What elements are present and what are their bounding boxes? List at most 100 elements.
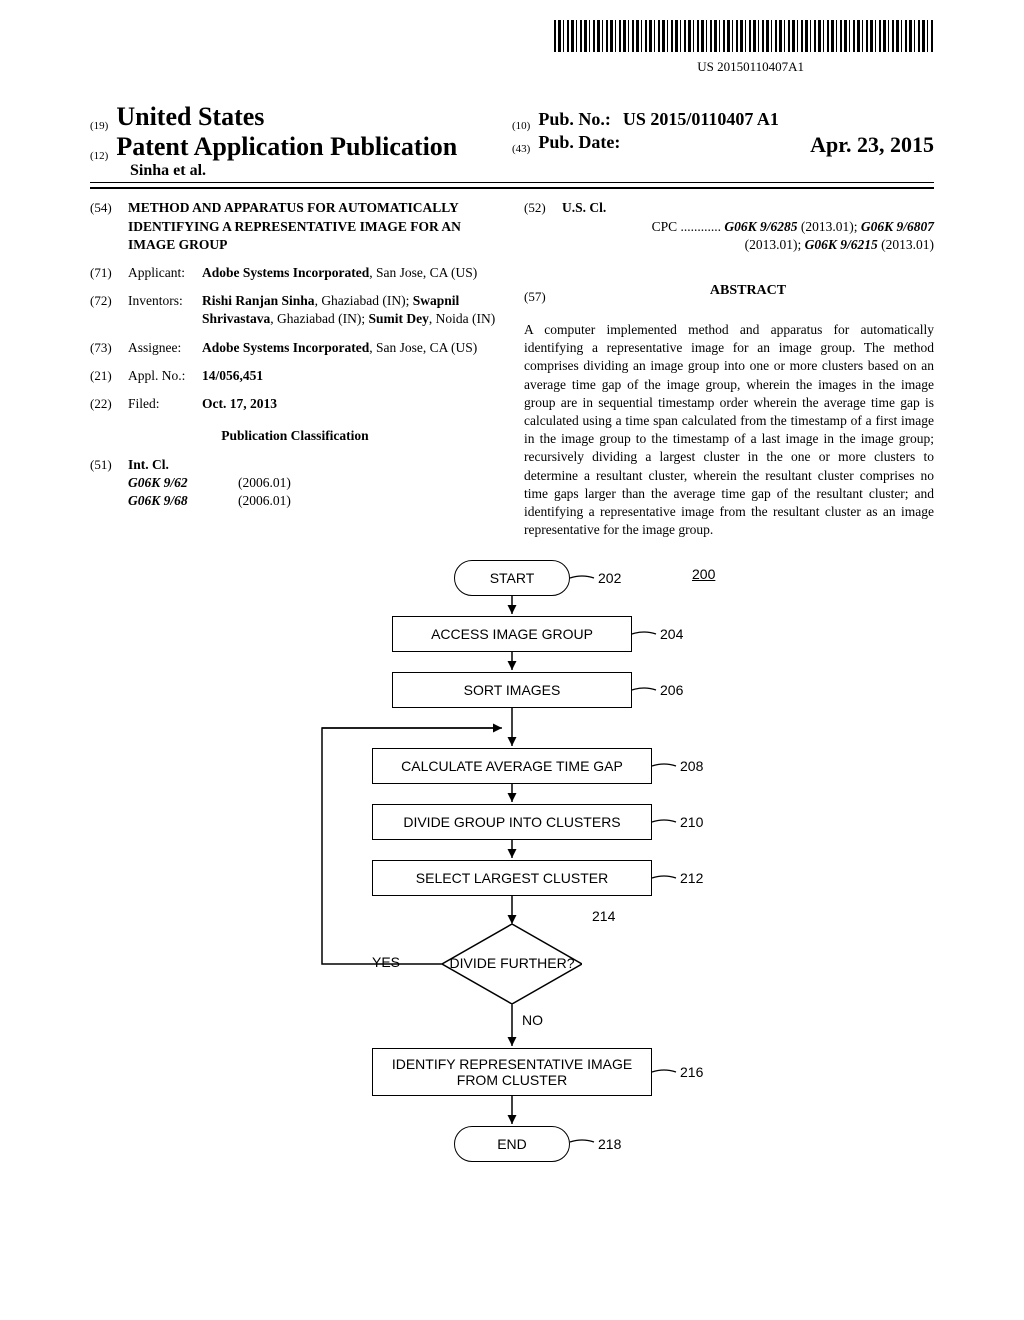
right-column: (52) U.S. Cl. CPC ............ G06K 9/62…	[524, 199, 934, 539]
assignee-body: Adobe Systems Incorporated, San Jose, CA…	[202, 339, 500, 357]
barcode-graphic	[554, 20, 934, 52]
label-yes: YES	[372, 954, 400, 970]
pub-no-label: Pub. No.:	[538, 109, 611, 129]
country-name: United States	[116, 102, 264, 131]
flow-decision-text: DIVIDE FURTHER?	[442, 924, 582, 1004]
flow-sort: SORT IMAGES	[392, 672, 632, 708]
cpc-prefix: CPC ............	[652, 219, 721, 234]
barcode-number: US 20150110407A1	[90, 59, 804, 75]
flow-end-text: END	[497, 1136, 527, 1152]
inventor-1-rest: , Ghaziabad (IN);	[315, 293, 413, 308]
flow-divide-text: DIVIDE GROUP INTO CLUSTERS	[403, 814, 620, 830]
tag-51: (51)	[90, 456, 128, 511]
cpc-2: G06K 9/6807	[861, 219, 934, 234]
tag-22: (22)	[90, 395, 128, 413]
inventor-3: Sumit Dey	[368, 311, 428, 326]
ref-212: 212	[680, 870, 703, 886]
label-applno: Appl. No.:	[128, 367, 202, 385]
flow-select-text: SELECT LARGEST CLUSTER	[416, 870, 608, 886]
label-inventors: Inventors:	[128, 292, 202, 328]
section-54: (54) METHOD AND APPARATUS FOR AUTOMATICA…	[90, 199, 500, 254]
ref-218: 218	[598, 1136, 621, 1152]
header-block: (19) United States (12) Patent Applicati…	[90, 81, 934, 189]
label-assignee: Assignee:	[128, 339, 202, 357]
section-73: (73) Assignee: Adobe Systems Incorporate…	[90, 339, 500, 357]
flow-access: ACCESS IMAGE GROUP	[392, 616, 632, 652]
section-71: (71) Applicant: Adobe Systems Incorporat…	[90, 264, 500, 282]
inventor-2-rest: , Ghaziabad (IN);	[270, 311, 368, 326]
flow-start: START	[454, 560, 570, 596]
section-21: (21) Appl. No.: 14/056,451	[90, 367, 500, 385]
uscl-label: U.S. Cl.	[562, 199, 934, 217]
barcode-area	[90, 20, 934, 57]
ref-214: 214	[592, 908, 615, 924]
flow-identify-text: IDENTIFY REPRESENTATIVE IMAGE FROM CLUST…	[381, 1056, 643, 1088]
ref-208: 208	[680, 758, 703, 774]
inventor-3-rest: , Noida (IN)	[429, 311, 495, 326]
ref-216: 216	[680, 1064, 703, 1080]
flow-start-text: START	[490, 570, 535, 586]
applicant-body: Adobe Systems Incorporated, San Jose, CA…	[202, 264, 500, 282]
tag-57: (57)	[524, 288, 562, 306]
flow-end: END	[454, 1126, 570, 1162]
intcl-label: Int. Cl.	[128, 456, 500, 474]
flow-calc: CALCULATE AVERAGE TIME GAP	[372, 748, 652, 784]
pub-class-heading: Publication Classification	[90, 427, 500, 445]
ref-202: 202	[598, 570, 621, 586]
applicant-rest: , San Jose, CA (US)	[369, 265, 477, 280]
intcl-code-1: G06K 9/62	[128, 474, 238, 492]
intcl-date-1: (2006.01)	[238, 474, 291, 492]
cpc-3: G06K 9/6215	[805, 237, 878, 252]
pub-date-label: Pub. Date:	[538, 132, 620, 152]
code-19: (19)	[90, 120, 108, 132]
section-57-header: (57) ABSTRACT	[524, 282, 934, 311]
cpc-3d: (2013.01)	[878, 237, 934, 252]
flow-select: SELECT LARGEST CLUSTER	[372, 860, 652, 896]
cpc-1: G06K 9/6285	[724, 219, 797, 234]
ref-206: 206	[660, 682, 683, 698]
flowchart-figure: 200 START 202 ACCESS IMAGE GROUP 204 SOR…	[232, 560, 792, 1200]
filed-value: Oct. 17, 2013	[202, 395, 500, 413]
tag-52: (52)	[524, 199, 562, 254]
inventor-1: Rishi Ranjan Sinha	[202, 293, 315, 308]
cpc-2d: (2013.01);	[745, 237, 805, 252]
tag-54: (54)	[90, 199, 128, 254]
applicant-name: Adobe Systems Incorporated	[202, 265, 369, 280]
left-column: (54) METHOD AND APPARATUS FOR AUTOMATICA…	[90, 199, 500, 539]
pub-date-value: Apr. 23, 2015	[810, 132, 934, 158]
flow-sort-text: SORT IMAGES	[464, 682, 561, 698]
invention-title: METHOD AND APPARATUS FOR AUTOMATICALLY I…	[128, 199, 500, 254]
ref-210: 210	[680, 814, 703, 830]
code-43: (43)	[512, 143, 530, 155]
cpc-line: CPC ............ G06K 9/6285 (2013.01); …	[562, 218, 934, 254]
flow-access-text: ACCESS IMAGE GROUP	[431, 626, 593, 642]
ref-204: 204	[660, 626, 683, 642]
uscl-body: U.S. Cl. CPC ............ G06K 9/6285 (2…	[562, 199, 934, 254]
label-filed: Filed:	[128, 395, 202, 413]
label-applicant: Applicant:	[128, 264, 202, 282]
code-10: (10)	[512, 120, 530, 132]
flow-decision: DIVIDE FURTHER?	[442, 924, 582, 1004]
cpc-1d: (2013.01);	[797, 219, 860, 234]
tag-71: (71)	[90, 264, 128, 282]
abstract-heading: ABSTRACT	[562, 282, 934, 301]
tag-73: (73)	[90, 339, 128, 357]
flow-identify: IDENTIFY REPRESENTATIVE IMAGE FROM CLUST…	[372, 1048, 652, 1096]
abstract-text: A computer implemented method and appara…	[524, 321, 934, 540]
pub-no-value: US 2015/0110407 A1	[623, 109, 779, 129]
inventors-body: Rishi Ranjan Sinha, Ghaziabad (IN); Swap…	[202, 292, 500, 328]
bibliographic-columns: (54) METHOD AND APPARATUS FOR AUTOMATICA…	[90, 199, 934, 539]
authors: Sinha et al.	[90, 162, 512, 180]
intcl-code-2: G06K 9/68	[128, 492, 238, 510]
assignee-rest: , San Jose, CA (US)	[369, 340, 477, 355]
tag-21: (21)	[90, 367, 128, 385]
tag-72: (72)	[90, 292, 128, 328]
section-51: (51) Int. Cl. G06K 9/62 (2006.01) G06K 9…	[90, 456, 500, 511]
assignee-name: Adobe Systems Incorporated	[202, 340, 369, 355]
flow-calc-text: CALCULATE AVERAGE TIME GAP	[401, 758, 623, 774]
section-52: (52) U.S. Cl. CPC ............ G06K 9/62…	[524, 199, 934, 254]
intcl-body: Int. Cl. G06K 9/62 (2006.01) G06K 9/68 (…	[128, 456, 500, 511]
publication-title: Patent Application Publication	[116, 132, 457, 161]
figure-ref-200: 200	[692, 566, 715, 582]
intcl-date-2: (2006.01)	[238, 492, 291, 510]
